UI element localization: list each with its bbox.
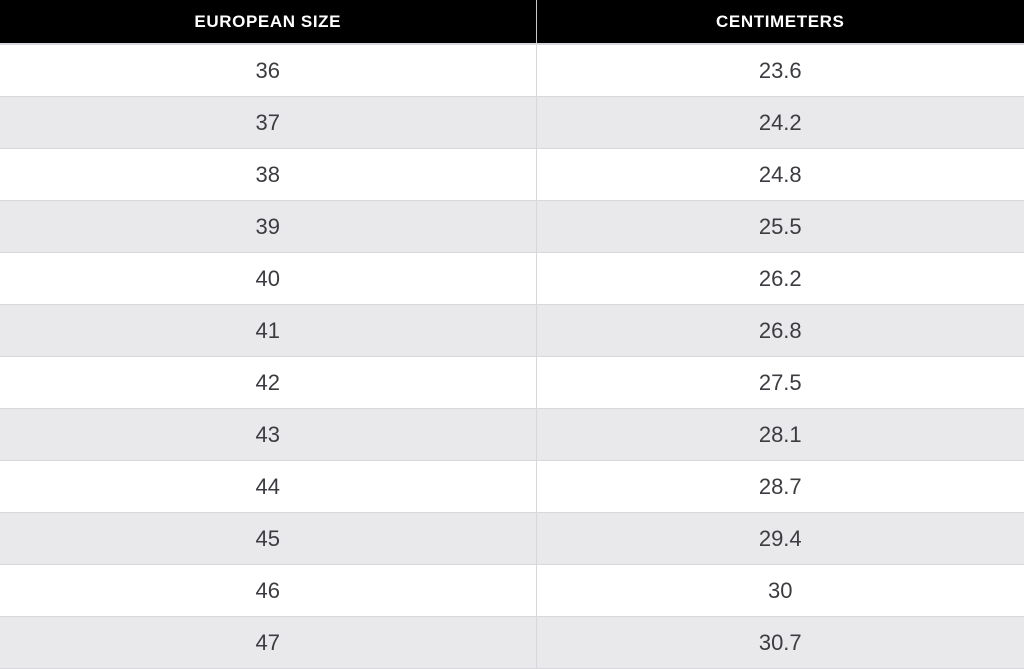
table-header: EUROPEAN SIZE CENTIMETERS <box>0 0 1024 45</box>
size-cell: 41 <box>0 304 537 357</box>
table-row: 43 28.1 <box>0 408 1024 461</box>
size-cell: 46 <box>0 564 537 617</box>
table-row: 42 27.5 <box>0 356 1024 409</box>
table-row: 44 28.7 <box>0 460 1024 513</box>
cm-cell: 27.5 <box>536 356 1024 409</box>
cm-cell: 26.8 <box>536 304 1024 357</box>
size-cell: 40 <box>0 252 537 305</box>
table-row: 47 30.7 <box>0 616 1024 669</box>
cm-cell: 26.2 <box>536 252 1024 305</box>
table-body: 36 23.6 37 24.2 38 24.8 39 25.5 40 26.2 41 26.8 42 27… <box>0 44 1024 669</box>
cm-cell: 29.4 <box>536 512 1024 565</box>
cm-cell: 23.6 <box>536 44 1024 97</box>
size-cell: 39 <box>0 200 537 253</box>
table-row: 37 24.2 <box>0 96 1024 149</box>
table-row: 41 26.8 <box>0 304 1024 357</box>
size-cell: 42 <box>0 356 537 409</box>
size-cell: 36 <box>0 44 537 97</box>
table-row: 46 30 <box>0 564 1024 617</box>
cm-cell: 25.5 <box>536 200 1024 253</box>
header-row: EUROPEAN SIZE CENTIMETERS <box>0 0 1024 45</box>
cm-cell: 24.2 <box>536 96 1024 149</box>
cm-cell: 28.1 <box>536 408 1024 461</box>
table-row: 45 29.4 <box>0 512 1024 565</box>
size-cell: 47 <box>0 616 537 669</box>
size-cell: 38 <box>0 148 537 201</box>
table-row: 39 25.5 <box>0 200 1024 253</box>
table-row: 36 23.6 <box>0 44 1024 97</box>
size-cell: 43 <box>0 408 537 461</box>
cm-cell: 30.7 <box>536 616 1024 669</box>
table-row: 40 26.2 <box>0 252 1024 305</box>
column-header-european-size: EUROPEAN SIZE <box>0 0 537 45</box>
cm-cell: 28.7 <box>536 460 1024 513</box>
size-cell: 44 <box>0 460 537 513</box>
column-header-centimeters: CENTIMETERS <box>536 0 1024 45</box>
size-cell: 45 <box>0 512 537 565</box>
cm-cell: 24.8 <box>536 148 1024 201</box>
size-cell: 37 <box>0 96 537 149</box>
table-row: 38 24.8 <box>0 148 1024 201</box>
cm-cell: 30 <box>536 564 1024 617</box>
